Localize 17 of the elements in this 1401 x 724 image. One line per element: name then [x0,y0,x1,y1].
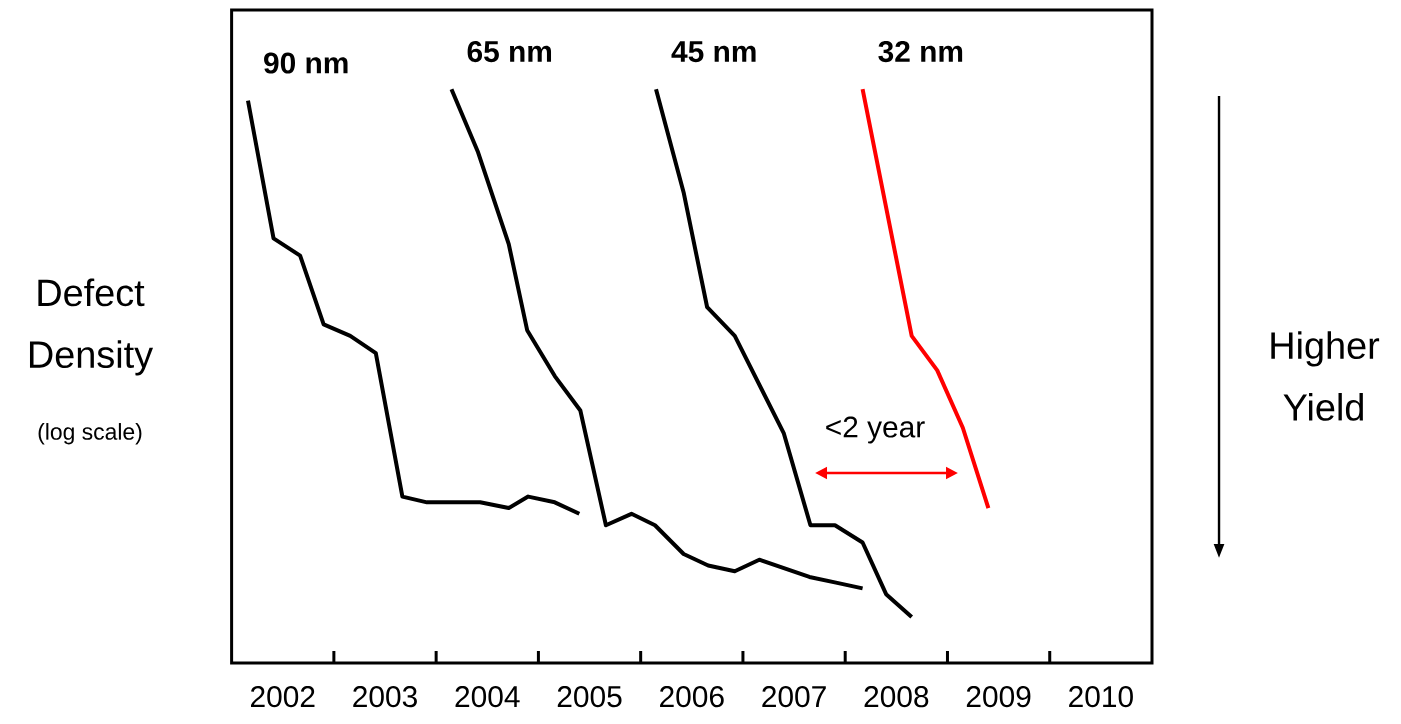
x-tick-label: 2009 [966,686,1031,708]
text: Higher Yield [1271,331,1380,421]
x-tick-label: 2007 [762,686,826,708]
annotation: <2 year [826,416,925,444]
series-label: 90 nm [264,52,348,74]
x-tick-label: 2002 [251,686,315,708]
x-tick-label: 2004 [455,686,520,708]
series-label: 32 nm [878,40,963,63]
series-label: 45 nm [671,41,756,63]
y-axis-title: Defect Density [29,278,154,376]
series-label: 65 nm [467,40,552,63]
x-tick-label: 2005 [557,686,622,708]
x-tick-label: 2008 [864,686,929,708]
text: (log scale) [38,423,142,445]
x-tick-label: 2003 [353,686,417,708]
x-tick-label: 2010 [1069,686,1133,708]
x-tick-label: 2006 [660,686,724,708]
